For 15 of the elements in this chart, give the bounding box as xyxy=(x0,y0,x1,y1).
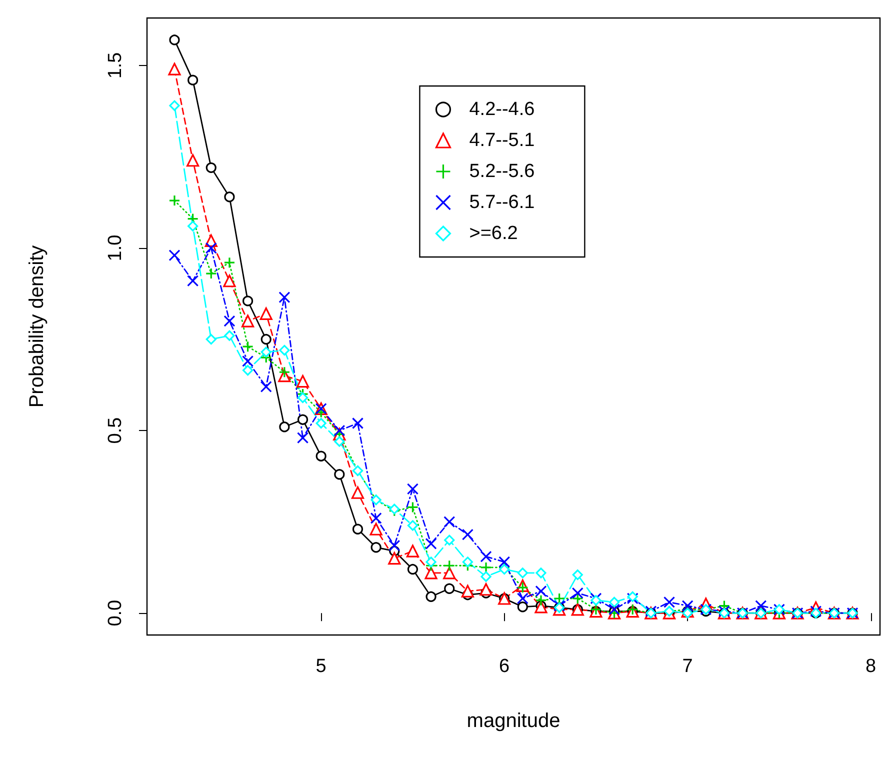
x-tick-label: 8 xyxy=(866,656,876,677)
legend-label: >=6.2 xyxy=(469,223,518,244)
x-tick-label: 5 xyxy=(316,656,326,677)
x-tick-label: 6 xyxy=(499,656,510,677)
x-tick-label: 7 xyxy=(682,656,693,677)
legend-label: 5.2--5.6 xyxy=(469,161,535,182)
legend-label: 4.7--5.1 xyxy=(469,130,535,151)
y-tick-label: 1.5 xyxy=(105,52,126,79)
y-axis-title: Probability density xyxy=(26,245,48,408)
legend-label: 4.2--4.6 xyxy=(469,99,535,120)
legend-label: 5.7--6.1 xyxy=(469,192,535,213)
y-tick-label: 0.5 xyxy=(105,417,126,444)
x-axis-title: magnitude xyxy=(466,710,560,732)
y-tick-label: 0.0 xyxy=(105,600,126,626)
y-tick-label: 1.0 xyxy=(105,234,126,262)
